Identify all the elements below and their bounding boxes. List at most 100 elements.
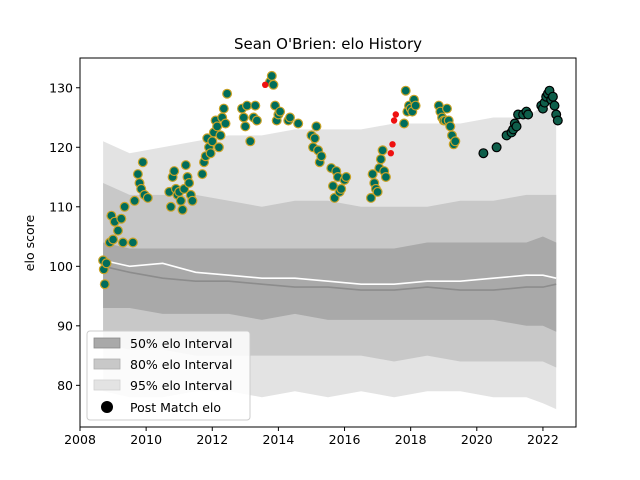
elo-point-red <box>390 117 398 124</box>
legend-swatch-80 <box>93 358 121 370</box>
y-tick-label: 100 <box>49 259 73 274</box>
elo-point-blue-gold <box>268 79 279 90</box>
elo-point-red <box>389 141 396 148</box>
elo-point-blue-gold <box>336 183 347 194</box>
elo-point-red <box>262 81 269 89</box>
elo-point-blue-gold <box>222 88 233 99</box>
elo-point-blue-gold <box>266 70 277 81</box>
elo-point-blue-gold <box>400 85 411 96</box>
elo-point-blue-gold <box>341 172 352 183</box>
elo-point-blue-gold <box>142 192 153 203</box>
legend: 50% elo Interval 80% elo Interval 95% el… <box>86 330 251 421</box>
plot-frame <box>79 57 577 428</box>
post-match-elo-points <box>98 70 563 290</box>
x-tick-label: 2022 <box>527 432 559 447</box>
legend-frame <box>86 330 251 421</box>
elo-point-blue-gold <box>119 201 130 212</box>
legend-marker-post-match <box>101 401 113 413</box>
elo-point-blue-gold <box>251 115 262 126</box>
elo-point-blue-gold <box>410 100 421 111</box>
elo-point-blue-gold <box>285 112 296 123</box>
elo-point-blue-gold <box>372 186 383 197</box>
elo-point-blue-gold <box>127 237 138 248</box>
legend-swatch-50 <box>93 337 121 349</box>
chart-title: Sean O'Brien: elo History <box>234 35 422 53</box>
y-axis-label: elo score <box>22 215 37 272</box>
elo-point-dark-green <box>511 121 522 132</box>
elo-point-blue-gold <box>311 121 322 132</box>
y-tick-label: 80 <box>57 378 73 393</box>
elo-point-blue-gold <box>129 195 140 206</box>
elo-point-dark-green <box>523 109 534 120</box>
elo-point-blue-gold <box>218 103 229 114</box>
elo-point-blue-gold <box>375 154 386 165</box>
band-50 <box>103 236 557 332</box>
elo-point-blue-gold <box>197 169 208 180</box>
legend-label-95: 95% elo Interval <box>130 378 232 393</box>
expected-elo-line <box>102 259 557 285</box>
elo-point-blue-gold <box>212 121 223 132</box>
elo-point-blue-gold <box>445 121 456 132</box>
elo-point-blue-gold <box>112 225 123 236</box>
elo-point-blue-gold <box>108 234 119 245</box>
x-tick-label: 2012 <box>196 432 228 447</box>
elo-point-blue-gold <box>117 237 128 248</box>
x-tick-label: 2010 <box>130 432 162 447</box>
elo-point-blue-gold <box>213 142 224 153</box>
elo-point-blue-gold <box>187 195 198 206</box>
elo-point-blue-gold <box>184 178 195 189</box>
y-axis: 80 90 100 110 120 130 <box>49 80 80 393</box>
elo-point-blue-gold <box>380 172 391 183</box>
x-tick-label: 2020 <box>461 432 493 447</box>
elo-point-blue-gold <box>99 279 110 290</box>
elo-point-blue-gold <box>137 157 148 168</box>
elo-point-blue-gold <box>316 151 327 162</box>
elo-point-blue-gold <box>101 258 112 269</box>
legend-swatch-95 <box>93 379 121 391</box>
x-tick-label: 2008 <box>64 432 96 447</box>
legend-label-post-match: Post Match elo <box>130 400 221 415</box>
elo-point-blue-gold <box>132 169 143 180</box>
elo-point-blue-gold <box>240 121 251 132</box>
x-tick-label: 2014 <box>262 432 294 447</box>
elo-point-blue-gold <box>250 100 261 111</box>
y-tick-label: 120 <box>49 140 73 155</box>
elo-point-blue-gold <box>165 201 176 212</box>
elo-point-dark-green <box>552 115 563 126</box>
elo-point-blue-gold <box>245 136 256 147</box>
elo-point-blue-gold <box>275 106 286 117</box>
y-tick-label: 90 <box>57 318 73 333</box>
elo-point-blue-gold <box>220 118 231 129</box>
elo-point-blue-gold <box>377 145 388 156</box>
elo-point-blue-gold <box>309 133 320 144</box>
elo-point-blue-gold <box>205 148 216 159</box>
x-tick-label: 2018 <box>395 432 427 447</box>
elo-point-blue-gold <box>442 103 453 114</box>
elo-point-blue-gold <box>399 118 410 129</box>
x-tick-label: 2016 <box>329 432 361 447</box>
elo-point-blue-gold <box>180 160 191 171</box>
elo-point-dark-green <box>491 142 502 153</box>
elo-center-lines <box>102 259 557 291</box>
elo-point-blue-gold <box>175 195 186 206</box>
y-tick-label: 130 <box>49 80 73 95</box>
elo-point-dark-green <box>549 100 560 111</box>
elo-point-dark-green <box>547 91 558 102</box>
elo-point-blue-gold <box>177 204 188 215</box>
median-elo-line <box>102 265 557 291</box>
elo-point-dark-green <box>478 148 489 159</box>
elo-point-red <box>392 111 399 118</box>
elo-point-blue-gold <box>215 130 226 141</box>
elo-point-blue-gold <box>242 100 253 111</box>
y-tick-label: 110 <box>49 199 73 214</box>
elo-point-blue-gold <box>366 192 377 203</box>
legend-label-80: 80% elo Interval <box>130 357 232 372</box>
elo-point-blue-gold <box>169 166 180 177</box>
elo-point-red <box>387 150 394 157</box>
elo-point-blue-gold <box>450 136 461 147</box>
elo-point-blue-gold <box>116 213 127 224</box>
elo-point-blue-gold <box>238 112 249 123</box>
x-axis: 2008 2010 2012 2014 2016 2018 2020 2022 <box>64 427 559 447</box>
elo-point-blue-gold <box>293 118 304 129</box>
